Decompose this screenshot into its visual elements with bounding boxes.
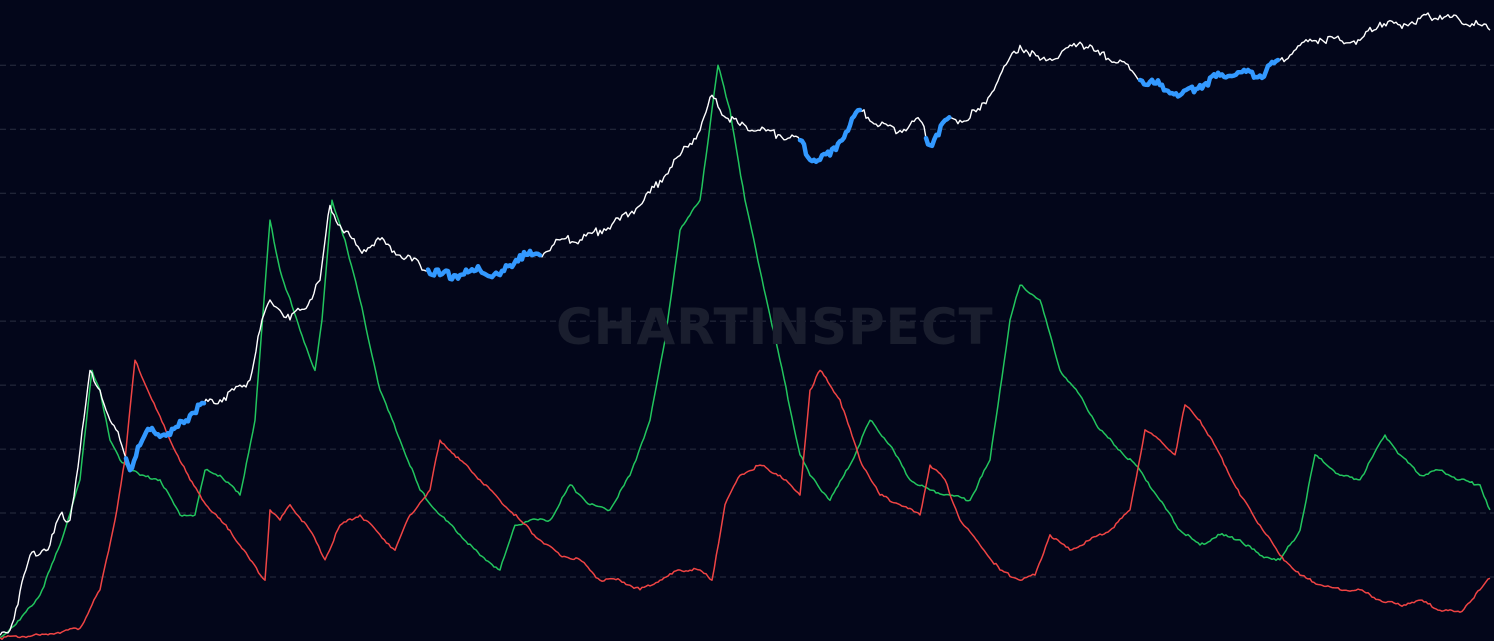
price-highlight-segment xyxy=(123,400,207,473)
red-series-line xyxy=(0,359,1491,640)
price-highlight-segment xyxy=(1137,57,1281,99)
price-highlight-segment xyxy=(797,107,863,165)
gridlines xyxy=(0,64,1494,578)
green-series-line xyxy=(0,64,1491,639)
price-highlight-segment xyxy=(923,115,952,149)
price-highlight-segment xyxy=(425,248,543,282)
watermark-logo: CHARTINSPECT xyxy=(556,298,994,356)
series-lines xyxy=(0,12,1491,640)
